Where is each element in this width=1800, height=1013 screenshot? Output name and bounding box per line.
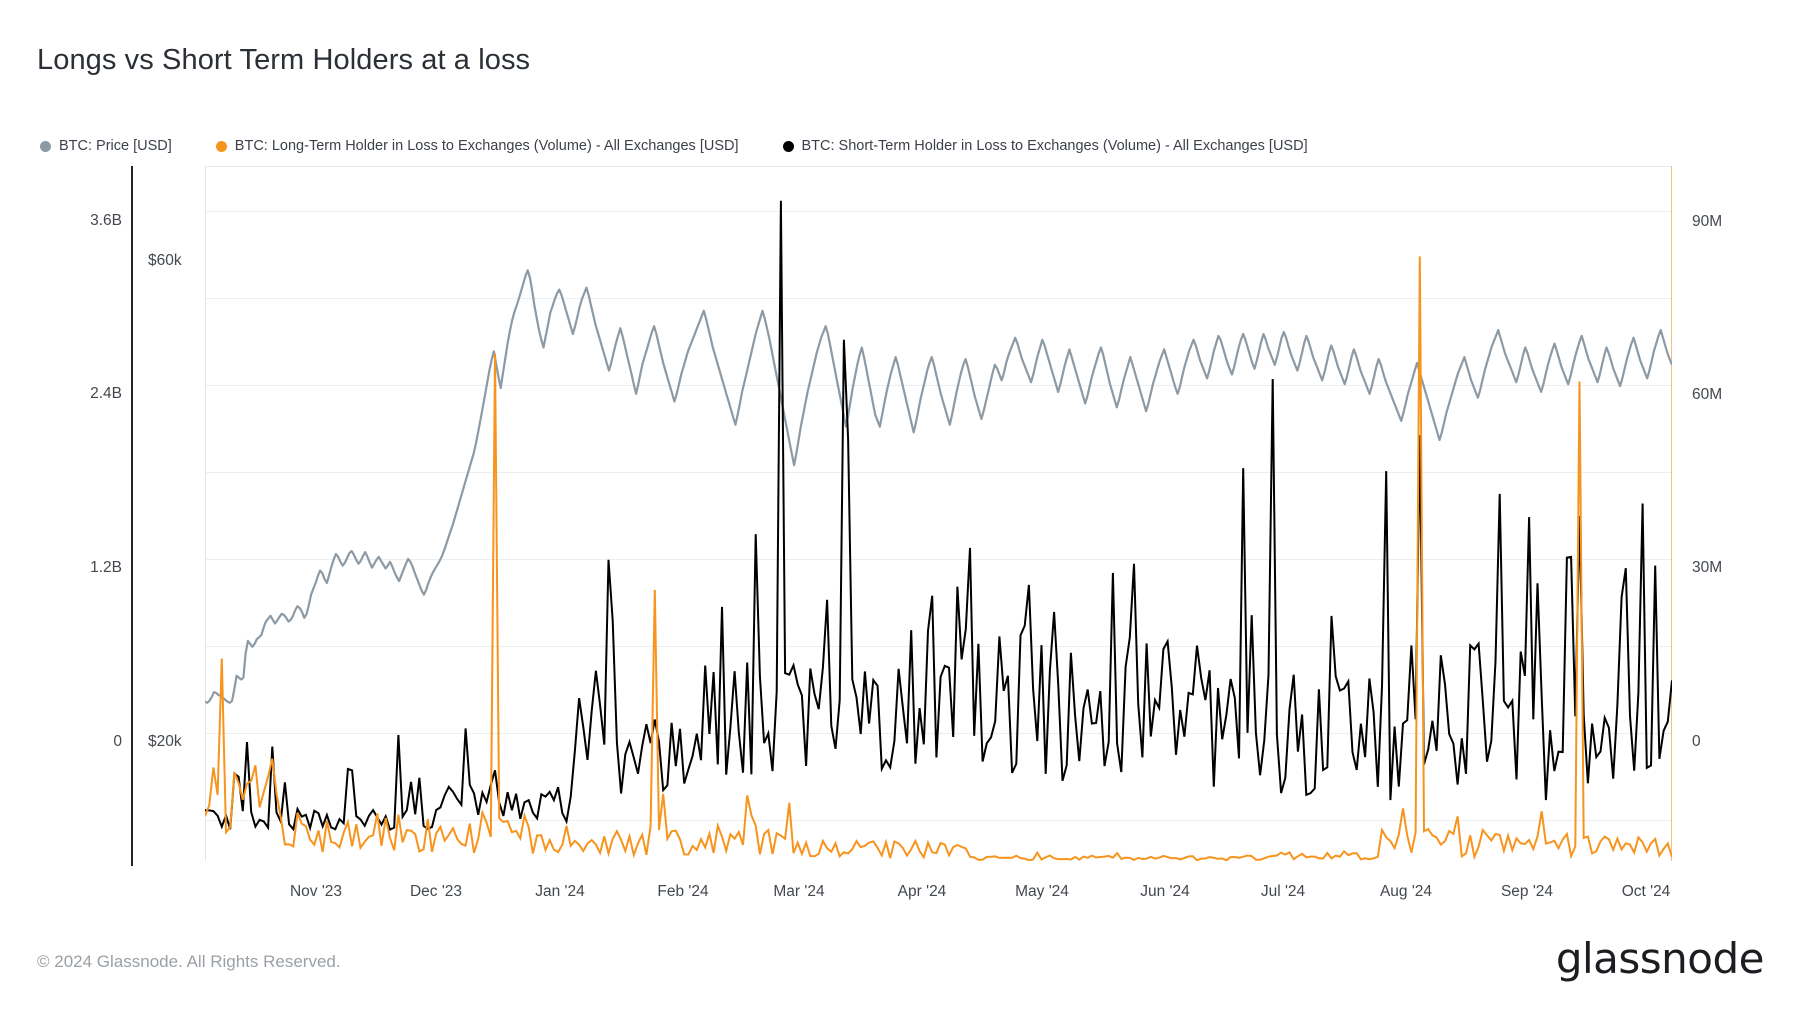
x-tick-mar24: Mar '24	[773, 883, 825, 900]
x-tick-apr24: Apr '24	[897, 883, 947, 900]
legend-dot-price-icon	[40, 140, 51, 152]
legend-dot-short-term-icon	[782, 140, 794, 152]
grid-line	[205, 820, 1672, 821]
series-line-price	[205, 269, 1672, 704]
y-right-tick-30m: 30M	[1692, 559, 1723, 576]
legend-dot-long-term-icon	[215, 140, 227, 152]
x-tick-nov23: Nov '23	[289, 883, 343, 900]
grid-line	[205, 559, 1672, 560]
x-tick-sep24: Sep '24	[1500, 883, 1554, 900]
y-right-tick-0: 0	[1692, 733, 1701, 750]
y-right-tick-90m: 90M	[1692, 213, 1723, 230]
x-tick-jul24: Jul '24	[1260, 883, 1306, 900]
legend-label-long-term: BTC: Long-Term Holder in Loss to Exchang…	[234, 138, 739, 154]
grid-line	[205, 298, 1672, 299]
page-title: Longs vs Short Term Holders at a loss	[37, 44, 531, 76]
x-tick-aug24: Aug '24	[1379, 883, 1433, 900]
legend-item-price[interactable]: BTC: Price [USD]	[40, 138, 172, 154]
y-left-tick-1: 1.2B	[90, 559, 122, 576]
y-left-tick-3: 3.6B	[90, 212, 122, 229]
x-tick-may24: May '24	[1015, 883, 1069, 900]
plot-left-edge	[205, 166, 206, 861]
y-price-tick-20k: $20k	[148, 733, 182, 750]
legend-item-long-term[interactable]: BTC: Long-Term Holder in Loss to Exchang…	[215, 138, 739, 154]
plot-background	[205, 166, 1672, 861]
chart-legend: BTC: Price [USD] BTC: Long-Term Holder i…	[40, 138, 1352, 154]
grid-line	[205, 472, 1672, 473]
x-tick-oct24: Oct '24	[1621, 883, 1671, 900]
y-left-tick-2: 2.4B	[90, 385, 122, 402]
series-line-short-term	[205, 200, 1672, 832]
legend-label-price: BTC: Price [USD]	[59, 138, 172, 154]
legend-item-short-term[interactable]: BTC: Short-Term Holder in Loss to Exchan…	[782, 138, 1308, 154]
y-price-tick-60k: $60k	[148, 252, 182, 269]
legend-label-short-term: BTC: Short-Term Holder in Loss to Exchan…	[801, 138, 1308, 154]
plot-area[interactable]	[205, 166, 1672, 861]
y-left-tick-0: 0	[113, 733, 122, 750]
x-tick-jan24: Jan '24	[535, 883, 585, 900]
series-line-long-term	[205, 256, 1672, 861]
plot-right-edge	[1670, 166, 1672, 861]
grid-line	[205, 646, 1672, 647]
grid-line	[205, 211, 1672, 212]
glassnode-logo: glassnode	[1555, 934, 1765, 983]
x-tick-jun24: Jun '24	[1140, 883, 1190, 900]
series-canvas	[205, 200, 1672, 861]
x-tick-dec23: Dec '23	[409, 883, 463, 900]
copyright-text: © 2024 Glassnode. All Rights Reserved.	[37, 952, 341, 971]
y-right-tick-60m: 60M	[1692, 386, 1723, 403]
price-axis-spine	[131, 166, 133, 866]
x-tick-feb24: Feb '24	[657, 883, 709, 900]
